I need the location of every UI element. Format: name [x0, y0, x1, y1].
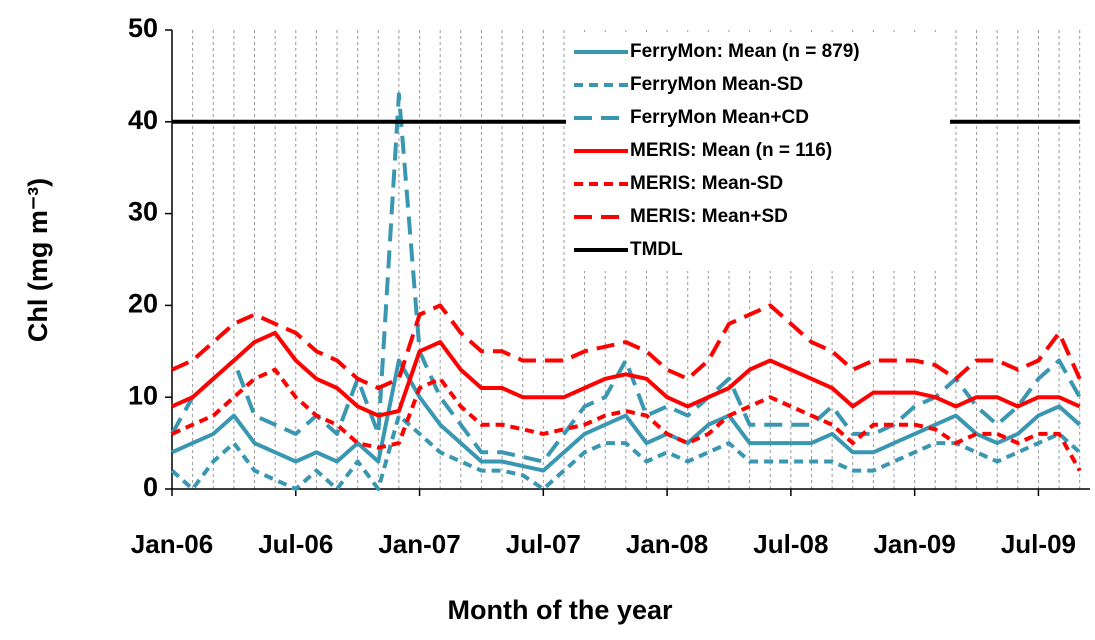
x-tick-label: Jan-08	[626, 529, 708, 559]
legend-label: FerryMon: Mean (n = 879)	[630, 41, 860, 62]
series-line	[171, 330, 1081, 418]
y-tick-label: 50	[128, 13, 158, 43]
legend-label: FerryMon Mean-SD	[630, 74, 803, 95]
y-tick-label: 40	[128, 105, 158, 135]
series-line	[170, 92, 1082, 464]
y-tick-label: 30	[128, 197, 158, 227]
legend: FerryMon: Mean (n = 879) FerryMon Mean-SD…	[566, 32, 950, 271]
x-tick-label: Jan-06	[131, 529, 213, 559]
x-tick-label: Jan-09	[873, 529, 955, 559]
legend-label: MERIS: Mean-SD	[630, 173, 783, 194]
x-tick-label: Jul-08	[753, 529, 828, 559]
y-tick-label: 0	[143, 472, 158, 502]
x-tick-label: Jul-07	[506, 529, 581, 559]
legend-label: MERIS: Mean (n = 116)	[630, 140, 832, 161]
legend-label: FerryMon Mean+CD	[630, 107, 809, 128]
legend-label: TMDL	[630, 239, 683, 260]
y-axis-title: Chl (mg m⁻³)	[23, 178, 53, 342]
y-tick-label: 10	[128, 380, 158, 410]
series-line	[171, 358, 1082, 473]
series-line	[170, 413, 1082, 491]
legend-box	[566, 32, 950, 271]
x-axis-title: Month of the year	[447, 595, 672, 625]
x-tick-label: Jan-07	[378, 529, 460, 559]
x-tick-label: Jul-06	[258, 529, 333, 559]
legend-label: MERIS: Mean+SD	[630, 206, 788, 227]
y-tick-label: 20	[128, 289, 158, 319]
series-line	[171, 303, 1082, 390]
x-tick-label: Jul-09	[1001, 529, 1076, 559]
